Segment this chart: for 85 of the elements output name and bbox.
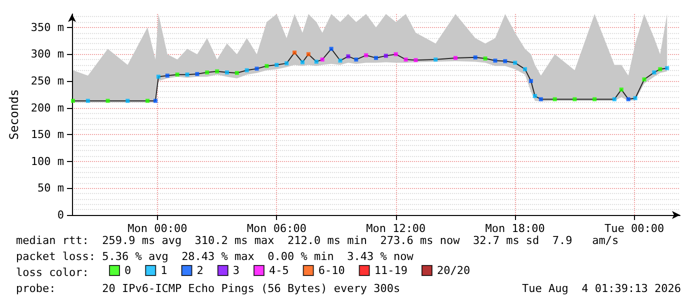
legend-label: 0 <box>124 264 132 277</box>
text: median rtt: 259.9 ms avg 310.2 ms max 212.0 ms min 273.6 ms now 32.7 ms sd 7.9 am/s <box>16 234 619 247</box>
point <box>552 97 557 102</box>
point <box>612 97 616 102</box>
text: Tue Aug 4 01:39:13 2026 <box>522 282 681 295</box>
x-tick-label: Mon 00:00 <box>128 222 188 235</box>
point <box>329 46 334 51</box>
legend-label: 4-5 <box>268 264 289 277</box>
point <box>642 77 646 82</box>
point <box>320 58 324 62</box>
legend-label: 1 <box>160 264 168 277</box>
x-tick-label: Mon 18:00 <box>485 222 545 235</box>
y-tick-label: 200 m <box>30 101 64 114</box>
x-tick-label: Tue 00:00 <box>604 222 664 235</box>
point <box>165 74 170 78</box>
point <box>523 67 528 72</box>
point <box>185 72 190 77</box>
point <box>364 53 368 58</box>
point <box>658 67 662 72</box>
point <box>538 97 543 102</box>
y-tick-label: 300 m <box>30 48 64 61</box>
legend-title: loss color: <box>16 266 89 279</box>
text: packet loss: 5.36 % avg 28.43 % max 0.00 % min 3.43 % now <box>16 250 414 263</box>
point <box>274 62 279 67</box>
point <box>619 88 624 92</box>
point <box>652 70 656 74</box>
legend-label: 3 <box>232 264 240 277</box>
point <box>374 56 378 60</box>
point <box>153 98 158 103</box>
point <box>532 94 537 98</box>
point <box>86 98 90 103</box>
point <box>338 58 342 63</box>
y-tick-label: 350 m <box>30 20 64 34</box>
point <box>493 58 498 63</box>
legend-label: 20/20 <box>436 264 470 277</box>
point <box>592 97 597 102</box>
point <box>453 56 458 60</box>
point <box>414 58 418 62</box>
legend-label: 6-10 <box>318 264 345 277</box>
legend-label: 11-19 <box>374 264 408 277</box>
point <box>205 70 210 74</box>
point <box>483 56 488 60</box>
point <box>633 96 638 100</box>
point <box>264 64 269 68</box>
point <box>665 66 670 70</box>
point <box>306 52 310 56</box>
point <box>254 66 259 71</box>
point <box>156 74 160 79</box>
y-tick-label: 0 <box>57 208 64 222</box>
x-tick-label: Mon 06:00 <box>246 222 306 235</box>
point <box>572 97 577 102</box>
point <box>215 69 220 74</box>
y-tick-label: 250 m <box>30 74 64 88</box>
point <box>224 70 229 74</box>
point <box>175 72 180 77</box>
y-tick-label: 150 m <box>30 128 64 142</box>
y-axis-title: Seconds <box>7 89 21 140</box>
legend-label: 2 <box>196 264 204 277</box>
line-series <box>72 48 668 102</box>
point <box>626 97 630 102</box>
point <box>234 70 239 75</box>
point <box>126 98 130 103</box>
y-tick-label: 50 m <box>38 182 64 195</box>
point <box>404 58 408 62</box>
point <box>300 60 304 64</box>
point <box>354 58 358 62</box>
point <box>503 59 508 64</box>
point <box>244 68 249 72</box>
point <box>71 98 76 103</box>
text: probe: 20 IPv6-ICMP Echo Pings (56 Bytes) every 300s <box>16 282 400 295</box>
point <box>106 98 110 103</box>
y-tick-label: 100 m <box>30 154 64 168</box>
x-tick-label: Mon 12:00 <box>366 222 426 235</box>
point <box>314 60 318 64</box>
point <box>284 61 289 66</box>
point <box>292 50 297 55</box>
point <box>384 54 388 58</box>
point <box>195 72 200 76</box>
point <box>346 54 350 58</box>
point <box>528 79 533 83</box>
point <box>513 60 518 65</box>
point <box>146 98 150 103</box>
point <box>434 58 438 62</box>
point <box>473 55 478 60</box>
point <box>394 52 398 56</box>
